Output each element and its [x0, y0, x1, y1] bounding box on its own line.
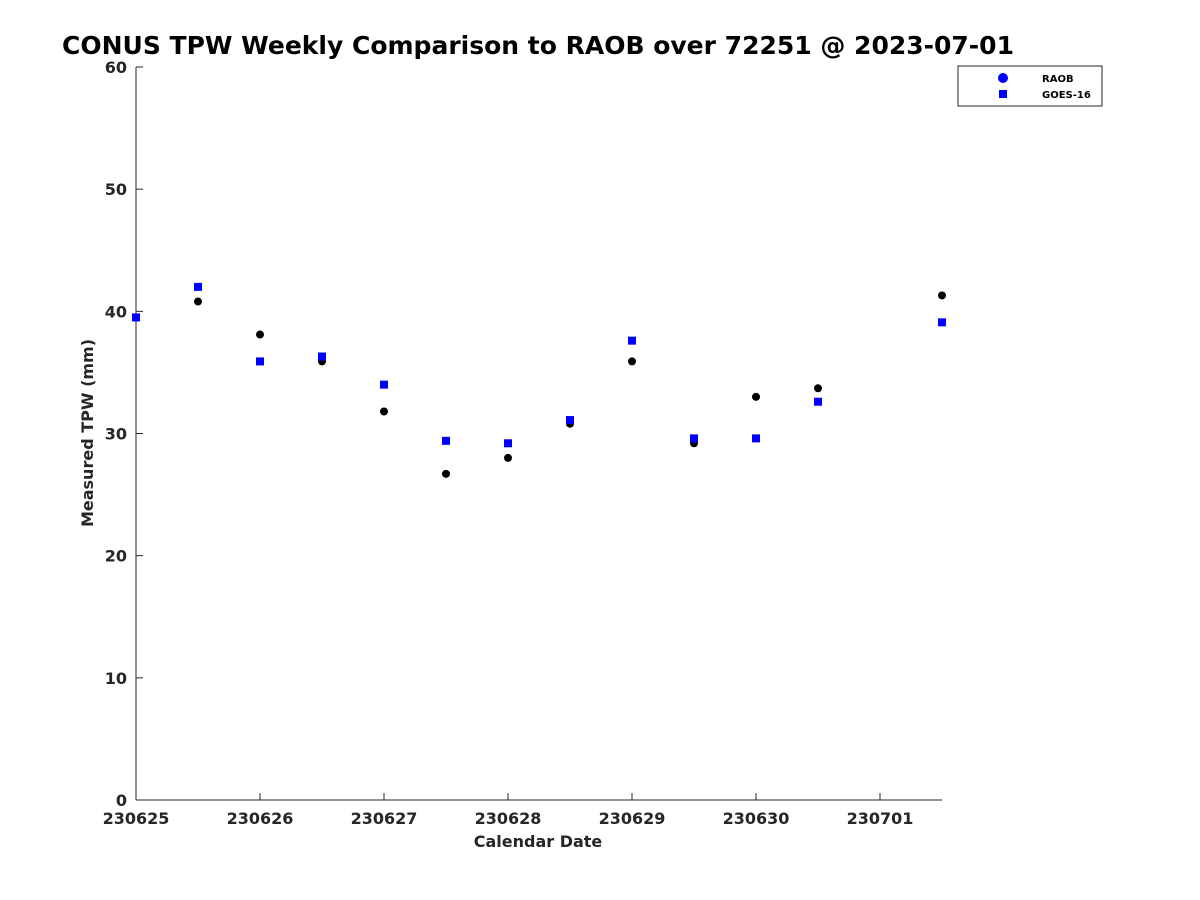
y-tick-label: 20: [105, 547, 127, 566]
legend-marker-goes16: [999, 90, 1007, 98]
point-goes16: [938, 318, 946, 327]
point-raob: [814, 384, 822, 393]
x-tick-label: 230625: [103, 809, 170, 828]
legend-label-raob: RAOB: [1042, 74, 1074, 85]
y-ticks: 0 10 20 30 40 50 60: [105, 58, 143, 810]
point-goes16: [566, 416, 574, 425]
y-tick-label: 40: [105, 302, 127, 321]
point-goes16: [194, 282, 202, 291]
point-raob: [752, 392, 760, 401]
axes: [135, 67, 942, 801]
y-tick-label: 50: [105, 180, 127, 199]
y-tick-label: 60: [105, 58, 127, 77]
point-raob: [194, 297, 202, 306]
point-goes16: [442, 436, 450, 445]
point-goes16: [814, 397, 822, 406]
x-axis-label: Calendar Date: [474, 832, 603, 851]
chart-title: CONUS TPW Weekly Comparison to RAOB over…: [62, 31, 1014, 60]
point-raob: [380, 407, 388, 416]
point-goes16: [256, 357, 264, 366]
y-axis-label: Measured TPW (mm): [78, 339, 97, 527]
data-points: [132, 282, 946, 478]
legend-marker-raob: [998, 73, 1008, 83]
point-raob: [504, 453, 512, 462]
point-goes16: [504, 439, 512, 448]
point-goes16: [628, 336, 636, 345]
x-ticks: 230625 230626 230627 230628 230629 230630 2307…: [103, 793, 914, 828]
x-tick-label: 230629: [599, 809, 666, 828]
x-tick-label: 230701: [847, 809, 914, 828]
x-tick-label: 230630: [723, 809, 790, 828]
point-goes16: [690, 434, 698, 443]
legend-label-goes16: GOES-16: [1042, 90, 1091, 101]
y-tick-label: 10: [105, 669, 127, 688]
point-goes16: [318, 352, 326, 361]
legend: RAOB GOES-16: [957, 65, 1103, 107]
point-goes16: [380, 380, 388, 389]
x-tick-label: 230628: [475, 809, 542, 828]
point-raob: [442, 469, 450, 478]
y-tick-label: 30: [105, 425, 127, 444]
y-tick-label: 0: [116, 791, 127, 810]
x-tick-label: 230627: [351, 809, 418, 828]
point-goes16: [752, 434, 760, 443]
point-goes16: [132, 313, 140, 322]
legend-box: [957, 65, 1103, 107]
x-tick-label: 230626: [227, 809, 294, 828]
point-raob: [256, 330, 264, 339]
point-raob: [938, 291, 946, 300]
point-raob: [628, 357, 636, 366]
